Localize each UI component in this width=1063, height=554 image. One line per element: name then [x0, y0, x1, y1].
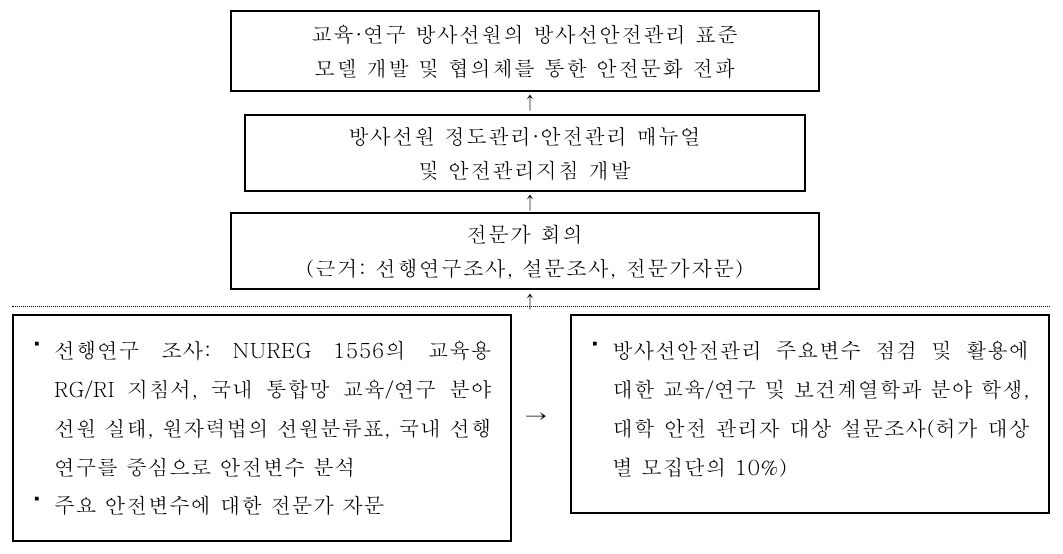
arrow-right: → — [525, 400, 547, 431]
arrow-up-3: ↑ — [520, 289, 540, 314]
box-bottom-right: 방사선안전관리 주요변수 점검 및 활용에 대한 교육/연구 및 보건계열학과 … — [570, 314, 1050, 514]
box-top-line2: 모델 개발 및 협의체를 통한 안전문화 전파 — [314, 51, 736, 85]
bl-item1: 선행연구 조사: NUREG 1556의 교육용 RG/RI 지침서, 국내 통… — [32, 330, 492, 485]
box-mid2-line2: (근거: 선행연구조사, 설문조사, 전문가자문) — [306, 251, 744, 285]
dotted-divider — [12, 306, 1050, 307]
box-top: 교육·연구 방사선원의 방사선안전관리 표준 모델 개발 및 협의체를 통한 안… — [230, 10, 820, 92]
box-bottom-left: 선행연구 조사: NUREG 1556의 교육용 RG/RI 지침서, 국내 통… — [12, 314, 512, 542]
box-mid2: 전문가 회의 (근거: 선행연구조사, 설문조사, 전문가자문) — [230, 212, 820, 290]
box-mid1-line2: 및 안전관리지침 개발 — [418, 153, 632, 187]
br-item1: 방사선안전관리 주요변수 점검 및 활용에 대한 교육/연구 및 보건계열학과 … — [590, 330, 1030, 485]
arrow-up-1: ↑ — [520, 90, 540, 115]
box-mid1-line1: 방사선원 정도관리·안전관리 매뉴얼 — [348, 119, 702, 153]
box-mid2-line1: 전문가 회의 — [466, 217, 584, 251]
box-mid1: 방사선원 정도관리·안전관리 매뉴얼 및 안전관리지침 개발 — [244, 114, 806, 192]
bl-item2: 주요 안전변수에 대한 전문가 자문 — [32, 485, 492, 524]
box-top-line1: 교육·연구 방사선원의 방사선안전관리 표준 — [311, 17, 739, 51]
